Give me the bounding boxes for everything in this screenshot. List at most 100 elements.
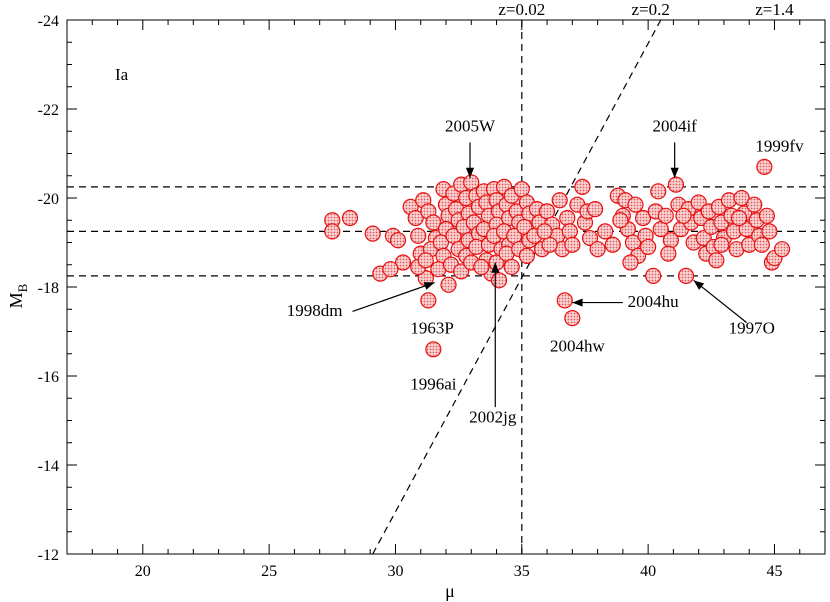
annotation-arrow — [693, 279, 748, 324]
data-point — [657, 207, 674, 224]
annotation-arrowhead — [423, 282, 435, 290]
annotation-label: 1996ai — [410, 374, 457, 393]
y-tick-label: -24 — [38, 13, 59, 30]
data-point — [695, 229, 712, 247]
data-point — [503, 258, 520, 276]
data-point — [341, 209, 359, 227]
redshift-label: z=1.4 — [755, 0, 794, 19]
data-point — [581, 229, 599, 247]
diagonal-dashed-line — [372, 19, 662, 555]
annotation-label: 2004if — [652, 116, 697, 135]
data-point — [513, 181, 530, 198]
y-tick-label: -14 — [38, 458, 59, 475]
data-point — [675, 207, 692, 224]
data-point — [634, 209, 652, 227]
redshift-label: z=0.2 — [631, 0, 669, 19]
data-point — [761, 223, 778, 240]
data-point — [660, 245, 677, 262]
data-point — [425, 214, 442, 231]
data-point — [730, 209, 748, 227]
annotation-label: 1999fv — [755, 136, 804, 155]
annotation-label: 2004hu — [628, 292, 680, 311]
data-point — [561, 223, 578, 240]
annotation-arrowhead — [693, 280, 705, 290]
data-point — [453, 263, 470, 280]
y-axis-title: MB — [6, 283, 30, 308]
data-point — [733, 189, 750, 207]
data-point — [541, 236, 558, 253]
data-point — [627, 196, 644, 213]
data-point — [420, 292, 437, 309]
data-point — [756, 158, 773, 175]
x-tick-label: 35 — [514, 563, 530, 580]
y-tick-label: -20 — [38, 191, 59, 208]
data-point — [536, 223, 553, 240]
x-tick-label: 45 — [766, 563, 782, 580]
x-tick-label: 20 — [135, 563, 151, 580]
annotation-label: 1963P — [410, 319, 453, 338]
svg-text:MB: MB — [6, 283, 30, 308]
data-point — [490, 272, 508, 289]
data-point — [389, 232, 407, 249]
data-point — [556, 292, 573, 309]
data-point — [473, 258, 490, 276]
data-point — [417, 252, 434, 269]
data-point — [564, 236, 581, 253]
data-point — [753, 236, 770, 253]
data-point — [574, 178, 591, 195]
data-point — [410, 227, 427, 244]
data-point — [394, 254, 412, 271]
annotation-label: 2004hw — [550, 337, 606, 356]
data-point — [586, 201, 604, 218]
x-tick-label: 30 — [387, 563, 403, 580]
data-point — [597, 223, 614, 240]
y-tick-label: -22 — [38, 102, 59, 119]
data-point — [440, 276, 457, 293]
panel-label: Ia — [115, 65, 129, 84]
data-point — [677, 267, 695, 284]
data-point — [708, 252, 725, 269]
data-point — [640, 238, 657, 256]
data-point — [650, 183, 667, 200]
data-point — [382, 261, 399, 278]
y-tick-label: -18 — [38, 280, 59, 297]
annotation-label: 2005W — [445, 116, 496, 135]
data-point — [589, 241, 606, 258]
data-point — [604, 236, 621, 253]
data-point — [713, 236, 730, 253]
data-point — [463, 174, 480, 191]
data-point — [612, 212, 629, 229]
data-point — [773, 241, 791, 258]
data-point — [538, 203, 556, 220]
data-point — [518, 247, 535, 264]
x-tick-label: 40 — [640, 563, 656, 580]
data-point — [746, 196, 763, 213]
annotation-label: 2002jg — [469, 408, 517, 427]
data-point — [667, 176, 685, 193]
data-point — [738, 221, 755, 238]
data-point — [622, 254, 639, 271]
x-tick-label: 25 — [261, 563, 277, 580]
y-axis-title-sub: B — [15, 283, 30, 292]
annotation-arrowhead — [572, 298, 583, 307]
data-point — [324, 223, 341, 240]
annotation-label: 1997O — [729, 319, 775, 338]
x-axis-title: μ — [445, 581, 455, 601]
y-tick-label: -12 — [38, 547, 59, 564]
annotation-arrowhead — [491, 262, 500, 273]
y-tick-label: -16 — [38, 369, 59, 386]
data-point — [407, 209, 424, 227]
data-point — [645, 267, 662, 284]
data-point — [564, 310, 581, 327]
data-point — [559, 209, 576, 227]
data-point — [364, 225, 381, 242]
data-point — [758, 207, 775, 224]
redshift-label: z=0.02 — [498, 0, 545, 19]
annotation-arrowhead — [670, 167, 679, 178]
data-point — [551, 192, 568, 209]
annotation-label: 1998dm — [287, 301, 343, 320]
annotation-arrow — [352, 281, 435, 313]
data-point — [690, 194, 707, 211]
data-point — [425, 341, 442, 358]
